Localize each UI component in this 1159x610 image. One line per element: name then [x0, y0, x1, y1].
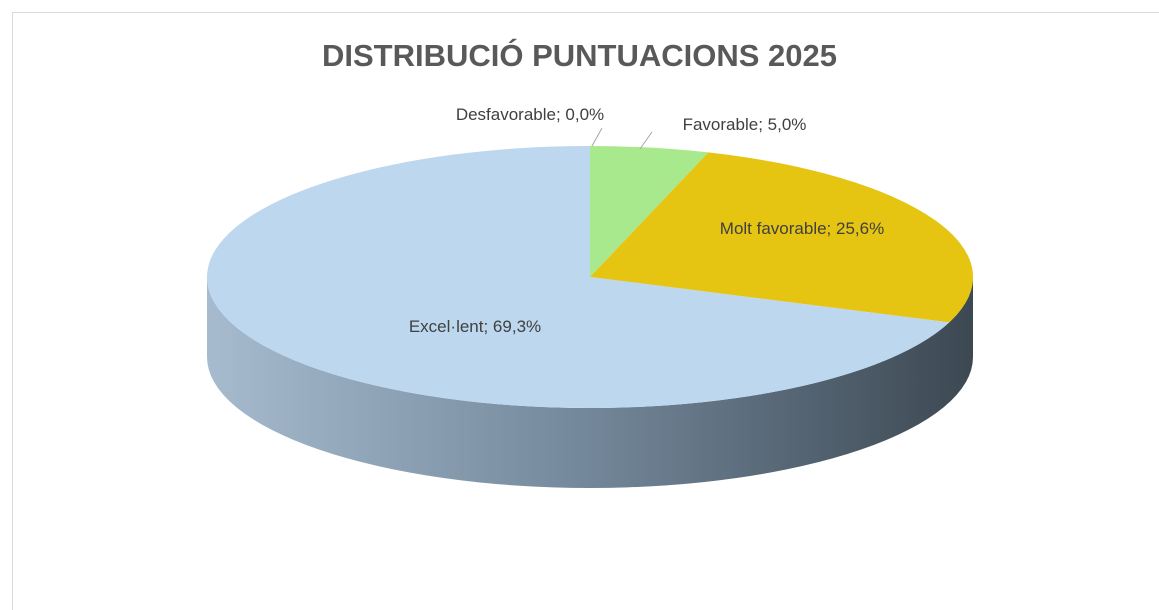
pie-slice	[590, 152, 973, 323]
chart-title: DISTRIBUCIÓ PUNTUACIONS 2025	[321, 38, 838, 73]
data-label: Favorable; 5,0%	[682, 115, 807, 134]
pie	[207, 146, 973, 488]
data-label: Excel·lent; 69,3%	[408, 317, 542, 336]
data-label: Desfavorable; 0,0%	[455, 105, 605, 124]
leader-line	[639, 131, 653, 150]
pie-slice	[590, 146, 709, 277]
leader-line	[591, 127, 603, 147]
pie-slice	[207, 146, 950, 408]
pie-side	[207, 277, 973, 488]
chart-border	[12, 12, 1159, 610]
data-label: Molt favorable; 25,6%	[719, 219, 885, 238]
